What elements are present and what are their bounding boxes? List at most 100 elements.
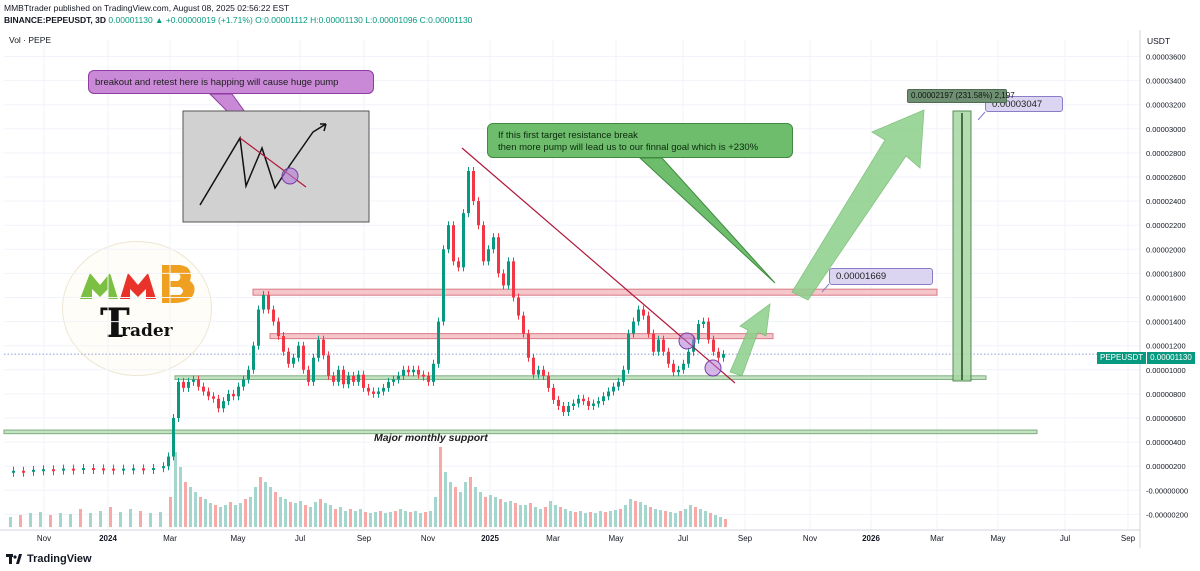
volume-bar [29, 513, 32, 527]
x-tick-label: Sep [357, 534, 372, 543]
x-tick-label: Sep [738, 534, 753, 543]
candle-body [537, 369, 540, 375]
candle-body [317, 339, 320, 358]
tradingview-brand[interactable]: TradingView [6, 553, 92, 565]
support-zone [174, 375, 987, 380]
target-callout-line2: then more pump will lead us to our finna… [498, 142, 759, 153]
breakout-pattern-line [199, 123, 327, 206]
volume-bar [359, 509, 362, 527]
volume-bar [579, 511, 582, 527]
candle-body [662, 339, 665, 352]
volume-bar [489, 495, 492, 527]
candle-body [512, 261, 515, 298]
candle-body [547, 375, 550, 388]
candle-body [72, 468, 75, 471]
volume-bar [719, 517, 722, 527]
candle-body [522, 315, 525, 334]
volume-bar [484, 497, 487, 527]
volume-bar [499, 499, 502, 527]
breakout-callout[interactable]: breakout and retest here is happing will… [88, 70, 374, 94]
symbol-name[interactable]: BINANCE:PEPEUSDT, 3D [4, 15, 107, 25]
volume-bar [544, 507, 547, 527]
volume-bar [534, 507, 537, 527]
volume-bar [559, 507, 562, 527]
volume-bar [374, 512, 377, 527]
volume-bar [659, 510, 662, 527]
volume-bar [334, 509, 337, 527]
volume-bar [229, 502, 232, 527]
candle-body [152, 468, 155, 471]
target-callout[interactable]: If this first target resistance break th… [487, 123, 793, 158]
candle-body [652, 333, 655, 352]
volume-bar [389, 512, 392, 527]
candle-body [387, 381, 390, 388]
volume-bar [599, 511, 602, 527]
candle-body [112, 468, 115, 471]
candle-body [217, 398, 220, 409]
candle-body [672, 363, 675, 373]
volume-bar [639, 502, 642, 527]
logo-m2-icon [120, 273, 156, 299]
volume-bar [669, 512, 672, 527]
candle-body [557, 399, 560, 406]
volume-bar [209, 503, 212, 527]
candle-body [502, 273, 505, 286]
callout-pointer-icon [638, 157, 776, 284]
y-tick-label: 0.00002200 [1146, 221, 1186, 230]
volume-bar [289, 502, 292, 527]
volume-bar [589, 512, 592, 527]
candle-body [632, 321, 635, 334]
candle-body [477, 201, 480, 226]
volume-bar [424, 512, 427, 527]
candle-body [457, 261, 460, 268]
volume-bar [79, 509, 82, 527]
candle-body [442, 249, 445, 322]
volume-bar [384, 513, 387, 527]
tradingview-brand-text: TradingView [27, 553, 92, 565]
volume-bar [284, 499, 287, 527]
candle-body [677, 369, 680, 373]
price-range-measure[interactable]: 0.00002197 (231.58%) 2,197 [907, 89, 1015, 103]
volume-bar [654, 509, 657, 527]
x-tick-label: 2024 [99, 534, 117, 543]
volume-bar [569, 511, 572, 527]
volume-bar [314, 502, 317, 527]
y-tick-label: 0.00001000 [1146, 366, 1186, 375]
candle-body [222, 401, 225, 409]
volume-bar [494, 497, 497, 527]
candle-body [377, 391, 380, 394]
candle-body [372, 391, 375, 394]
volume-bar [259, 477, 262, 527]
candle-body [187, 381, 190, 388]
volume-bar [709, 513, 712, 527]
volume-bar [629, 499, 632, 527]
volume-pane-label[interactable]: Vol · PEPE [9, 35, 52, 45]
logo-letter-t: T [100, 300, 130, 347]
candle-body [562, 405, 565, 412]
candle-body [92, 468, 95, 471]
y-tick-label: 0.00000800 [1146, 390, 1186, 399]
x-tick-label: 2026 [862, 534, 880, 543]
arrow-head-icon [320, 123, 327, 132]
candle-body [42, 469, 45, 472]
y-tick-label: 0.00003600 [1146, 53, 1186, 62]
volume-bar [324, 503, 327, 527]
candle-body [307, 369, 310, 382]
volume-bar [414, 511, 417, 527]
candle-body [352, 375, 355, 382]
volume-bar [354, 511, 357, 527]
monthly-support-label: Major monthly support [374, 432, 488, 444]
candle-body [347, 375, 350, 385]
volume-bar [89, 513, 92, 527]
volume-bar [169, 497, 172, 527]
candle-body [172, 418, 175, 457]
y-tick-label: 0.00001400 [1146, 318, 1186, 327]
candle-body [302, 345, 305, 370]
volume-bar [619, 509, 622, 527]
candle-body [432, 363, 435, 382]
candle-body [527, 333, 530, 358]
candle-body [487, 249, 490, 262]
x-tick-label: Jul [295, 534, 305, 543]
first-target-label[interactable]: 0.00001669 [829, 268, 933, 285]
